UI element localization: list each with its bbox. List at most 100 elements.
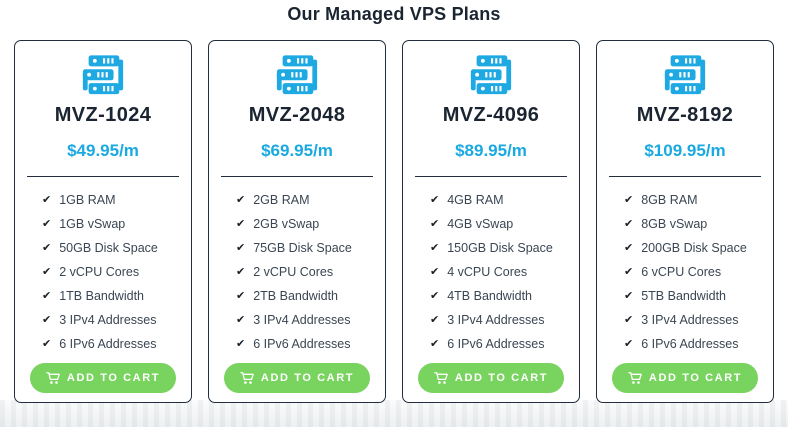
feature-item: ✔ 3 IPv4 Addresses: [236, 308, 385, 332]
feature-item: ✔ 1GB RAM: [42, 188, 191, 212]
check-icon: ✔: [430, 337, 440, 350]
feature-item: ✔ 4TB Bandwidth: [430, 284, 579, 308]
divider: [221, 176, 373, 177]
check-icon: ✔: [236, 265, 246, 278]
feature-list: ✔ 4GB RAM ✔ 4GB vSwap ✔ 150GB Disk Space ✔ 4…: [403, 188, 579, 356]
feature-item: ✔ 2 vCPU Cores: [42, 260, 191, 284]
check-icon: ✔: [624, 313, 634, 326]
divider: [27, 176, 179, 177]
feature-item: ✔ 6 IPv6 Addresses: [430, 332, 579, 356]
feature-item: ✔ 75GB Disk Space: [236, 236, 385, 260]
feature-text: 150GB Disk Space: [447, 241, 553, 255]
shopping-cart-icon: [46, 372, 60, 384]
feature-text: 3 IPv4 Addresses: [641, 313, 739, 327]
check-icon: ✔: [42, 193, 52, 206]
feature-item: ✔ 50GB Disk Space: [42, 236, 191, 260]
feature-text: 75GB Disk Space: [253, 241, 352, 255]
feature-item: ✔ 2 vCPU Cores: [236, 260, 385, 284]
server-stack-icon: [468, 53, 514, 97]
plan-name: MVZ-8192: [636, 104, 734, 126]
plan-card-mvz-4096: MVZ-4096 $89.95/m ✔ 4GB RAM ✔ 4GB vSwap ✔ 1…: [402, 40, 580, 403]
feature-text: 1TB Bandwidth: [59, 289, 144, 303]
server-stack-icon: [662, 53, 708, 97]
feature-item: ✔ 5TB Bandwidth: [624, 284, 773, 308]
divider: [609, 176, 761, 177]
check-icon: ✔: [236, 241, 246, 254]
feature-text: 4TB Bandwidth: [447, 289, 532, 303]
feature-text: 6 IPv6 Addresses: [447, 337, 545, 351]
check-icon: ✔: [430, 265, 440, 278]
cart-button-label: ADD TO CART: [648, 372, 743, 384]
check-icon: ✔: [624, 265, 634, 278]
feature-item: ✔ 3 IPv4 Addresses: [42, 308, 191, 332]
feature-text: 6 IPv6 Addresses: [641, 337, 739, 351]
add-to-cart-button[interactable]: ADD TO CART: [224, 363, 370, 393]
feature-item: ✔ 6 IPv6 Addresses: [624, 332, 773, 356]
feature-text: 1GB vSwap: [59, 217, 126, 231]
feature-text: 2GB RAM: [253, 193, 310, 207]
add-to-cart-button[interactable]: ADD TO CART: [30, 363, 176, 393]
check-icon: ✔: [236, 289, 246, 302]
check-icon: ✔: [430, 313, 440, 326]
feature-item: ✔ 2GB vSwap: [236, 212, 385, 236]
feature-item: ✔ 2GB RAM: [236, 188, 385, 212]
add-to-cart-button[interactable]: ADD TO CART: [612, 363, 758, 393]
feature-text: 2 vCPU Cores: [253, 265, 334, 279]
feature-item: ✔ 1GB vSwap: [42, 212, 191, 236]
cart-button-label: ADD TO CART: [66, 372, 161, 384]
check-icon: ✔: [624, 217, 634, 230]
faint-background-image: [0, 400, 788, 427]
plan-name: MVZ-4096: [442, 104, 540, 126]
check-icon: ✔: [236, 217, 246, 230]
check-icon: ✔: [236, 337, 246, 350]
plan-price: $69.95/m: [261, 141, 333, 160]
feature-text: 6 IPv6 Addresses: [59, 337, 157, 351]
cart-button-label: ADD TO CART: [454, 372, 549, 384]
page-title: Our Managed VPS Plans: [287, 4, 501, 24]
plan-price: $109.95/m: [644, 141, 726, 160]
feature-text: 6 vCPU Cores: [641, 265, 722, 279]
check-icon: ✔: [42, 217, 52, 230]
feature-text: 2GB vSwap: [253, 217, 320, 231]
plans-row: MVZ-1024 $49.95/m ✔ 1GB RAM ✔ 1GB vSwap ✔ 5…: [14, 40, 774, 403]
plan-name: MVZ-2048: [248, 104, 346, 126]
server-stack-icon: [80, 53, 126, 97]
feature-list: ✔ 2GB RAM ✔ 2GB vSwap ✔ 75GB Disk Space ✔ 2 …: [209, 188, 385, 356]
feature-item: ✔ 1TB Bandwidth: [42, 284, 191, 308]
check-icon: ✔: [236, 193, 246, 206]
check-icon: ✔: [42, 337, 52, 350]
feature-item: ✔ 4GB vSwap: [430, 212, 579, 236]
feature-text: 4GB RAM: [447, 193, 504, 207]
feature-item: ✔ 4 vCPU Cores: [430, 260, 579, 284]
shopping-cart-icon: [240, 372, 254, 384]
check-icon: ✔: [430, 217, 440, 230]
plan-card-mvz-1024: MVZ-1024 $49.95/m ✔ 1GB RAM ✔ 1GB vSwap ✔ 5…: [14, 40, 192, 403]
feature-text: 2 vCPU Cores: [59, 265, 140, 279]
feature-item: ✔ 3 IPv4 Addresses: [430, 308, 579, 332]
feature-item: ✔ 8GB RAM: [624, 188, 773, 212]
plan-card-mvz-2048: MVZ-2048 $69.95/m ✔ 2GB RAM ✔ 2GB vSwap ✔ 7…: [208, 40, 386, 403]
feature-text: 5TB Bandwidth: [641, 289, 726, 303]
feature-item: ✔ 6 vCPU Cores: [624, 260, 773, 284]
feature-text: 6 IPv6 Addresses: [253, 337, 351, 351]
shopping-cart-icon: [434, 372, 448, 384]
feature-text: 50GB Disk Space: [59, 241, 158, 255]
feature-item: ✔ 6 IPv6 Addresses: [42, 332, 191, 356]
feature-list: ✔ 1GB RAM ✔ 1GB vSwap ✔ 50GB Disk Space ✔ 2 …: [15, 188, 191, 356]
check-icon: ✔: [42, 289, 52, 302]
plan-card-mvz-8192: MVZ-8192 $109.95/m ✔ 8GB RAM ✔ 8GB vSwap ✔…: [596, 40, 774, 403]
add-to-cart-button[interactable]: ADD TO CART: [418, 363, 564, 393]
check-icon: ✔: [236, 313, 246, 326]
feature-list: ✔ 8GB RAM ✔ 8GB vSwap ✔ 200GB Disk Space ✔ 6…: [597, 188, 773, 356]
check-icon: ✔: [430, 193, 440, 206]
plan-price: $49.95/m: [67, 141, 139, 160]
feature-text: 3 IPv4 Addresses: [59, 313, 157, 327]
check-icon: ✔: [42, 265, 52, 278]
feature-item: ✔ 4GB RAM: [430, 188, 579, 212]
feature-item: ✔ 6 IPv6 Addresses: [236, 332, 385, 356]
server-stack-icon: [274, 53, 320, 97]
check-icon: ✔: [624, 241, 634, 254]
feature-text: 1GB RAM: [59, 193, 116, 207]
feature-text: 200GB Disk Space: [641, 241, 747, 255]
feature-item: ✔ 8GB vSwap: [624, 212, 773, 236]
